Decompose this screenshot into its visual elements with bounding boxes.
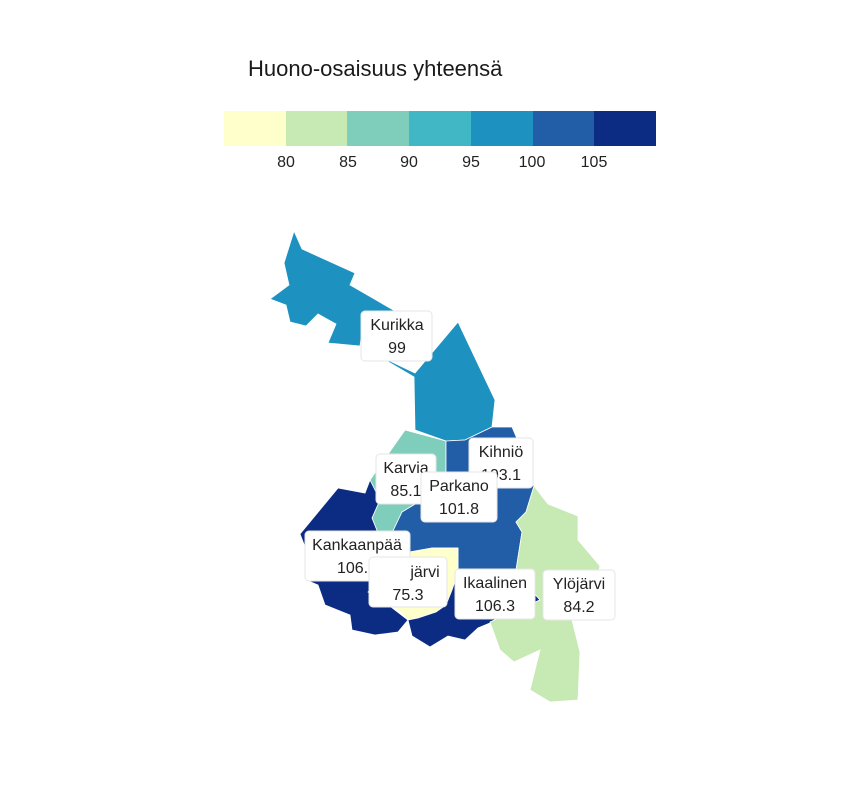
- label-ylojarvi-name: Ylöjärvi: [553, 576, 605, 593]
- legend-swatch-6: [594, 111, 657, 146]
- legend-ticks: 80 85 90 95 100 105: [224, 154, 656, 174]
- label-kankaanpaa-value: 106.5: [337, 560, 377, 577]
- label-parkano-name: Parkano: [429, 478, 489, 495]
- legend-swatch-4: [470, 111, 533, 146]
- label-jarvi-value: 75.3: [392, 587, 423, 604]
- legend-tick-2: 90: [400, 154, 418, 171]
- label-ikaalinen: Ikaalinen 106.3: [454, 568, 536, 620]
- label-kurikka-value: 99: [388, 340, 406, 357]
- legend-tick-5: 105: [580, 154, 608, 171]
- label-parkano-value: 101.8: [439, 501, 479, 518]
- legend-swatch-0: [224, 111, 286, 146]
- label-karvia-name: Karvia: [383, 460, 428, 477]
- label-kihnio-name: Kihniö: [479, 444, 524, 461]
- legend-tick-3: 95: [462, 154, 480, 171]
- region-kurikka[interactable]: [269, 229, 404, 347]
- label-ikaalinen-value: 106.3: [475, 598, 515, 615]
- label-jarvi: järvi 75.3: [368, 556, 448, 608]
- legend-tick-1: 85: [339, 154, 357, 171]
- map-title: Huono-osaisuus yhteensä: [248, 56, 503, 81]
- label-ikaalinen-name: Ikaalinen: [463, 575, 527, 592]
- legend-tick-4: 100: [518, 154, 546, 171]
- legend-swatch-3: [409, 111, 471, 146]
- legend-swatch-1: [285, 111, 348, 146]
- legend-swatch-5: [532, 111, 595, 146]
- color-legend: [224, 111, 657, 146]
- label-jarvi-name: järvi: [409, 564, 439, 581]
- label-kurikka-name: Kurikka: [370, 317, 423, 334]
- legend-tick-0: 80: [277, 154, 295, 171]
- label-kankaanpaa-name: Kankaanpää: [312, 537, 402, 554]
- label-kurikka: Kurikka 99: [360, 310, 433, 362]
- label-parkano: Parkano 101.8: [420, 471, 498, 523]
- legend-swatch-2: [347, 111, 410, 146]
- label-karvia-value: 85.1: [390, 483, 421, 500]
- label-ylojarvi-value: 84.2: [563, 599, 594, 616]
- label-ylojarvi: Ylöjärvi 84.2: [542, 569, 616, 621]
